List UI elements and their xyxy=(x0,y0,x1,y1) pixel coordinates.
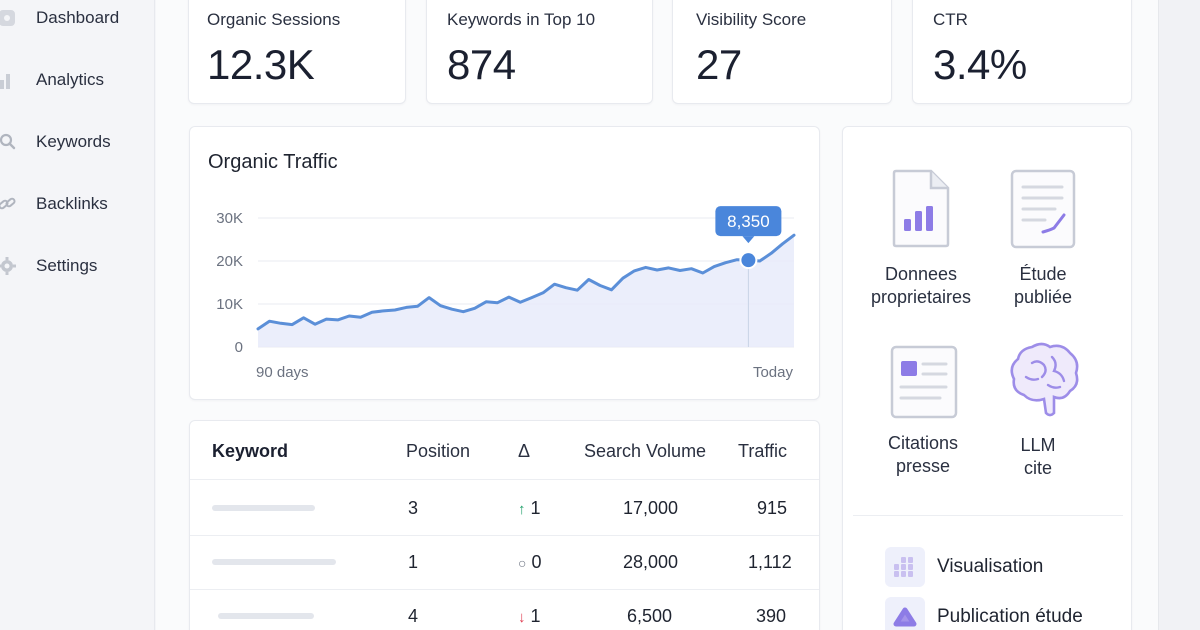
keyword-placeholder xyxy=(212,505,315,511)
divider xyxy=(853,515,1123,516)
volume-cell: 28,000 xyxy=(623,552,679,572)
kpi-label: Keywords in Top 10 xyxy=(447,10,596,29)
tooltip-value: 8,350 xyxy=(727,212,770,231)
sidebar: Dashboard Analytics Keywords Backlinks S… xyxy=(0,0,155,630)
divider xyxy=(190,535,819,536)
bar-chart-icon xyxy=(0,69,18,91)
column-header-keyword[interactable]: Keyword xyxy=(212,441,289,461)
tooltip-box xyxy=(715,206,782,237)
authority-signals-panel: Donnees proprietaires Étude publiée Citati… xyxy=(842,126,1132,630)
keyword-placeholder xyxy=(212,559,336,565)
sidebar-item-label: Settings xyxy=(36,256,98,275)
tooltip-pointer xyxy=(742,236,755,244)
arrow-down-icon: ↓ xyxy=(518,609,526,626)
traffic-cell: 915 xyxy=(757,498,788,518)
traffic-cell: 1,112 xyxy=(748,552,792,572)
y-tick-label: 10K xyxy=(216,296,243,313)
sidebar-item-label: Keywords xyxy=(36,132,111,151)
kpi-value: 874 xyxy=(447,41,516,88)
y-tick-label: 20K xyxy=(216,253,243,270)
chart-title: Organic Traffic xyxy=(208,151,338,173)
keyword-table: Keyword Position Δ Search Volume Traffic… xyxy=(189,420,820,630)
traffic-line xyxy=(256,233,796,331)
delta-cell: ○ 0 xyxy=(518,552,542,572)
tile-label-donnees: Donnees proprietaires xyxy=(870,264,972,307)
bar-grid-icon xyxy=(885,547,925,587)
network-icon xyxy=(885,597,925,630)
column-header-delta[interactable]: Δ xyxy=(518,441,531,461)
tile-label-etude: Étude publiée xyxy=(1013,264,1073,307)
y-tick-label: 0 xyxy=(235,339,243,356)
kpi-card-ctr: CTR 3.4% xyxy=(912,0,1132,104)
traffic-cell: 390 xyxy=(756,606,787,626)
link-icon xyxy=(0,193,18,215)
search-icon xyxy=(0,131,18,153)
tile-label-llm: LLM cite xyxy=(1020,435,1056,478)
organic-traffic-card: Organic Traffic 0 10K 20K 30K 8,350 90 days… xyxy=(189,126,820,400)
x-label-end: Today xyxy=(753,364,794,381)
x-label-start: 90 days xyxy=(256,364,309,381)
document-chart-icon[interactable] xyxy=(891,169,951,249)
kpi-label: CTR xyxy=(933,10,968,29)
neutral-circle-icon: ○ xyxy=(518,555,527,571)
delta-cell: ↓ 1 xyxy=(518,606,541,626)
document-pen-icon[interactable] xyxy=(1010,169,1076,249)
scroll-strip xyxy=(1158,0,1200,630)
traffic-area xyxy=(258,235,794,347)
organic-traffic-chart[interactable]: 0 10K 20K 30K 8,350 90 days Today xyxy=(190,127,821,401)
newspaper-icon[interactable] xyxy=(890,345,958,419)
column-header-search-volume[interactable]: Search Volume xyxy=(584,441,707,461)
sidebar-item-label: Dashboard xyxy=(36,8,120,27)
divider xyxy=(190,589,819,590)
position-cell: 3 xyxy=(408,498,419,518)
kpi-card-keywords-top10: Keywords in Top 10 874 xyxy=(426,0,653,104)
kpi-label: Visibility Score xyxy=(696,10,807,29)
gear-icon xyxy=(0,255,18,277)
kpi-value: 3.4% xyxy=(933,41,1027,88)
volume-cell: 6,500 xyxy=(627,606,673,626)
kpi-label: Organic Sessions xyxy=(207,10,341,29)
kpi-value: 12.3K xyxy=(207,41,315,88)
position-cell: 1 xyxy=(408,552,419,572)
volume-cell: 17,000 xyxy=(623,498,679,518)
column-header-traffic[interactable]: Traffic xyxy=(738,441,788,461)
legend-label: Visualisation xyxy=(937,556,1044,577)
sidebar-item-label: Backlinks xyxy=(36,194,108,213)
column-header-position[interactable]: Position xyxy=(406,441,471,461)
y-tick-label: 30K xyxy=(216,210,243,227)
arrow-up-icon: ↑ xyxy=(518,501,526,518)
position-cell: 4 xyxy=(408,606,419,626)
delta-cell: ↑ 1 xyxy=(518,498,541,518)
tile-label-citations: Citations presse xyxy=(887,433,959,476)
keyword-placeholder xyxy=(218,613,314,619)
legend-label: Publication étude xyxy=(937,606,1083,627)
brain-icon[interactable] xyxy=(1008,341,1082,417)
divider xyxy=(190,479,819,480)
dashboard-icon xyxy=(0,7,18,29)
kpi-card-organic-sessions: Organic Sessions 12.3K xyxy=(188,0,406,104)
sidebar-item-label: Analytics xyxy=(36,70,105,89)
kpi-value: 27 xyxy=(696,41,742,88)
kpi-card-visibility-score: Visibility Score 27 xyxy=(672,0,892,104)
highlight-point xyxy=(739,251,758,270)
